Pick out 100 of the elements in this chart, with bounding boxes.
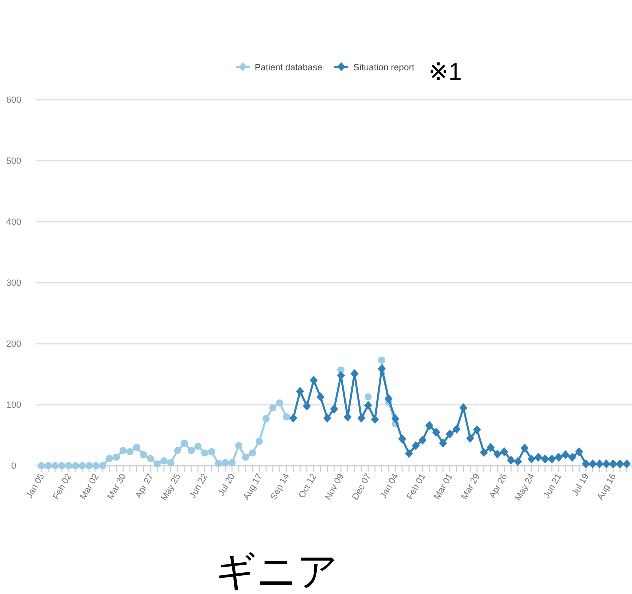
point: [201, 450, 209, 457]
point: [418, 436, 427, 445]
x-tick-label: Apr 27: [133, 472, 156, 500]
point: [364, 393, 372, 401]
point: [283, 414, 290, 421]
point: [86, 462, 93, 470]
point: [316, 392, 325, 402]
point: [140, 451, 148, 459]
point: [405, 449, 414, 458]
point: [541, 454, 550, 464]
point: [528, 454, 536, 464]
x-tick-label: Mar 01: [432, 472, 455, 502]
point: [72, 462, 80, 470]
point: [371, 415, 380, 424]
point: [514, 457, 522, 466]
point: [58, 462, 66, 470]
point: [44, 462, 52, 470]
point: [439, 438, 448, 448]
x-tick-label: Feb 01: [404, 472, 428, 502]
point: [378, 356, 386, 364]
y-tick-label: 100: [6, 400, 22, 410]
point: [112, 454, 120, 462]
point: [609, 460, 618, 469]
point: [466, 434, 474, 444]
x-tick-label: Mar 29: [459, 472, 482, 502]
x-tick-label: Jan 04: [378, 472, 400, 500]
point: [623, 460, 631, 469]
point: [358, 414, 366, 423]
point: [38, 462, 46, 470]
point: [222, 459, 230, 467]
point: [160, 458, 168, 465]
x-tick-label: Jun 22: [188, 472, 210, 500]
point: [215, 460, 222, 468]
point: [432, 428, 440, 437]
point: [154, 460, 161, 468]
y-tick-label: 500: [6, 156, 22, 166]
point: [534, 452, 543, 462]
point: [194, 442, 202, 450]
point: [65, 462, 73, 470]
point: [460, 404, 468, 413]
point: [167, 459, 175, 467]
point: [562, 450, 570, 460]
point: [486, 443, 495, 452]
point: [310, 376, 318, 386]
point: [78, 462, 86, 470]
x-tick-label: Dec 07: [350, 472, 374, 502]
point: [181, 440, 188, 448]
point: [276, 400, 284, 407]
x-tick-label: Oct 12: [296, 472, 319, 500]
point: [99, 462, 107, 470]
point: [228, 459, 236, 467]
x-tick-label: Jan 05: [24, 472, 46, 500]
point: [426, 421, 434, 430]
x-tick-label: Jul 20: [216, 472, 237, 498]
point: [507, 456, 516, 466]
point: [588, 460, 597, 469]
x-tick-label: Jun 21: [542, 472, 564, 500]
point: [412, 441, 420, 450]
point: [616, 460, 624, 469]
y-tick-label: 200: [6, 339, 22, 349]
y-tick-label: 400: [6, 217, 22, 227]
x-tick-label: Sep 14: [268, 472, 292, 502]
x-tick-label: Apr 26: [487, 472, 510, 500]
point: [575, 447, 584, 456]
point: [303, 402, 312, 411]
point: [324, 414, 332, 423]
point: [262, 415, 270, 423]
point: [548, 454, 556, 464]
text: ギニア: [216, 550, 338, 594]
point: [296, 387, 304, 396]
point: [242, 454, 250, 462]
point: [602, 460, 611, 469]
point: [188, 447, 196, 454]
point: [208, 448, 216, 456]
point: [392, 414, 400, 424]
point: [256, 438, 264, 446]
point: [133, 444, 141, 452]
y-tick-label: 300: [6, 278, 22, 288]
point: [554, 452, 563, 462]
point: [384, 394, 393, 404]
x-tick-label: Feb 02: [50, 472, 74, 502]
point: [480, 448, 488, 458]
point: [500, 447, 508, 456]
point: [146, 455, 154, 462]
x-tick-label: Mar 30: [105, 472, 128, 502]
point: [106, 455, 114, 462]
point: [52, 462, 59, 470]
point: [446, 430, 454, 439]
y-tick-label: 600: [6, 95, 22, 105]
x-tick-label: Jul 19: [570, 472, 591, 498]
point: [92, 462, 100, 470]
point: [330, 404, 338, 414]
point: [120, 447, 127, 454]
point: [270, 404, 277, 412]
point: [364, 401, 372, 410]
point: [473, 426, 482, 435]
point: [568, 452, 577, 462]
point: [452, 424, 461, 434]
point: [494, 450, 502, 459]
point: [582, 460, 590, 469]
